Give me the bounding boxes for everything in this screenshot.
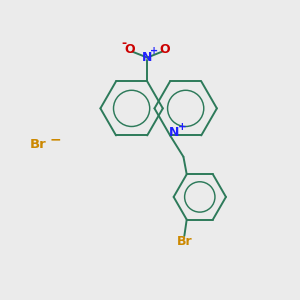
Text: −: − <box>50 133 61 147</box>
Text: O: O <box>124 44 135 56</box>
Text: N: N <box>142 51 152 64</box>
Text: Br: Br <box>177 236 193 248</box>
Text: +: + <box>178 122 187 132</box>
Text: O: O <box>160 44 170 56</box>
Text: N: N <box>168 126 179 139</box>
Text: +: + <box>150 46 158 56</box>
Text: -: - <box>122 37 127 50</box>
Text: Br: Br <box>30 138 47 151</box>
